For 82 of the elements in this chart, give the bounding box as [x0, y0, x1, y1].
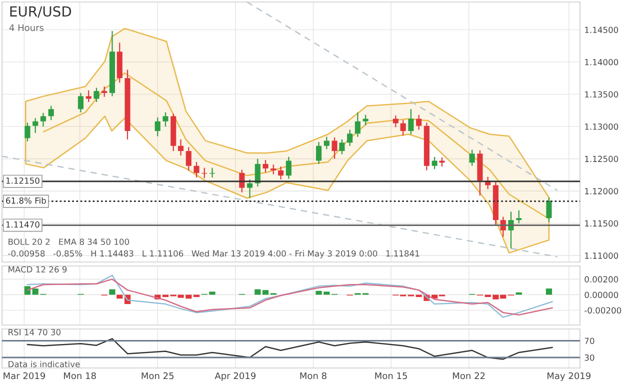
- candlestick: [254, 158, 260, 188]
- candlestick: [316, 141, 322, 164]
- y-tick-label: 1.14000: [585, 58, 618, 66]
- candlestick: [546, 196, 552, 223]
- ref-line-label: 1.12150: [6, 177, 40, 184]
- bar: [162, 294, 169, 298]
- candlestick: [400, 120, 406, 136]
- candlestick: [362, 114, 368, 126]
- candlestick: [24, 122, 30, 142]
- candlestick: [270, 164, 276, 175]
- bar: [109, 289, 116, 295]
- candlestick: [78, 92, 84, 113]
- x-tick-label: Mon 15: [375, 372, 407, 380]
- candlestick: [94, 87, 100, 103]
- bar: [116, 294, 123, 299]
- candlestick: [162, 112, 168, 128]
- candlestick: [416, 114, 422, 130]
- y-tick-label: 1.14500: [585, 26, 618, 34]
- y-tick-label: 1.11000: [585, 252, 618, 259]
- y-tick-label: 0.00200: [584, 276, 618, 282]
- candlestick: [48, 105, 54, 121]
- candlestick: [469, 149, 475, 166]
- y-tick-label: 1.13000: [585, 123, 618, 130]
- y-tick-label: 70: [584, 338, 594, 344]
- text: 4 Hours: [9, 24, 44, 32]
- x-tick-label: Mon 22: [453, 372, 485, 380]
- x-tick-label: Apr 2019: [214, 372, 256, 381]
- candlestick: [408, 108, 414, 135]
- x-tick-label: Mon 25: [142, 372, 174, 380]
- y-tick-label: -0.00200: [584, 307, 622, 314]
- bar: [262, 290, 269, 295]
- annotation: -0.00958: [8, 250, 45, 257]
- bar: [193, 294, 200, 298]
- annotation: Data is indicative: [8, 360, 80, 368]
- annotation: -0.85%: [53, 250, 82, 257]
- ref-line-label: 1.11470: [6, 221, 40, 228]
- y-tick-label: 1.12000: [585, 188, 618, 194]
- x-tick-label: May 2019: [548, 372, 591, 381]
- candlestick: [40, 112, 46, 128]
- candlestick: [392, 114, 398, 128]
- annotation: EMA 8 34 50 100: [59, 238, 130, 245]
- candlestick: [354, 112, 360, 138]
- annotation: H 1.14483: [91, 250, 134, 257]
- candlestick: [154, 116, 160, 137]
- chart-title: EUR/USD: [10, 6, 72, 18]
- candlestick: [508, 211, 514, 250]
- bar: [254, 289, 261, 295]
- candlestick: [239, 169, 245, 193]
- candlestick: [178, 138, 184, 156]
- y-tick-label: 1.12500: [585, 156, 618, 162]
- y-tick-label: 1.11500: [585, 220, 618, 227]
- candlestick: [186, 146, 192, 171]
- candlestick: [194, 161, 200, 178]
- x-tick-label: Mar 2019: [4, 372, 46, 380]
- x-tick-label: Mon 8: [300, 372, 326, 380]
- y-tick-label: 0.00000: [584, 292, 618, 298]
- ref-line-label: 61.8% Fib: [6, 197, 46, 204]
- candlestick: [339, 138, 345, 155]
- annotation: BOLL 20 2: [8, 238, 50, 245]
- annotation: L 1.11106: [142, 250, 184, 257]
- candlestick: [102, 86, 108, 98]
- y-tick-label: 30: [584, 354, 594, 361]
- candlestick: [86, 90, 92, 103]
- candlestick: [347, 129, 353, 146]
- candlestick: [324, 136, 330, 150]
- line-series: [26, 338, 553, 360]
- candlestick: [516, 210, 522, 224]
- candlestick: [286, 156, 292, 180]
- candlestick: [432, 156, 438, 170]
- annotation: MACD 12 26 9: [8, 266, 67, 273]
- bar: [546, 288, 552, 295]
- candlestick: [262, 160, 268, 173]
- candlestick: [32, 118, 38, 134]
- candlestick: [247, 178, 253, 199]
- candlestick: [439, 156, 445, 168]
- x-tick-label: Mon 18: [64, 372, 96, 380]
- y-tick-label: 1.13500: [585, 91, 618, 98]
- candlestick: [332, 136, 338, 160]
- annotation: 1.11841: [386, 250, 420, 257]
- annotation: Wed Mar 13 2019 4:00 - Fri May 3 2019 0:00: [192, 250, 378, 258]
- annotation: RSI 14 70 30: [8, 329, 61, 336]
- candlestick: [278, 166, 284, 180]
